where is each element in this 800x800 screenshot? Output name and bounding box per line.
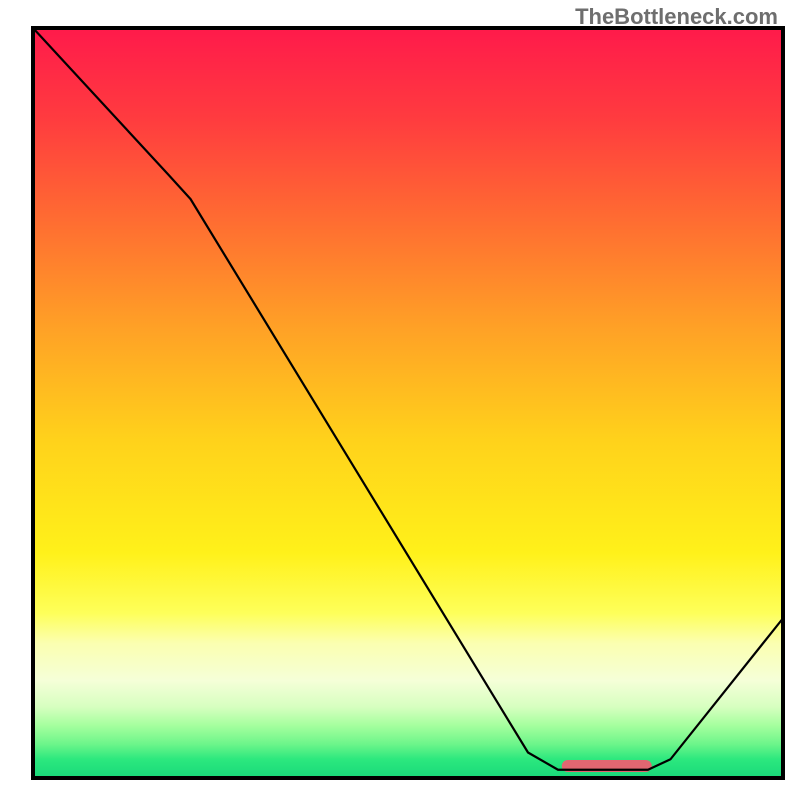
watermark-text: TheBottleneck.com: [575, 4, 778, 30]
chart-background: [33, 28, 783, 778]
bottleneck-chart: [0, 0, 800, 800]
chart-container: TheBottleneck.com: [0, 0, 800, 800]
